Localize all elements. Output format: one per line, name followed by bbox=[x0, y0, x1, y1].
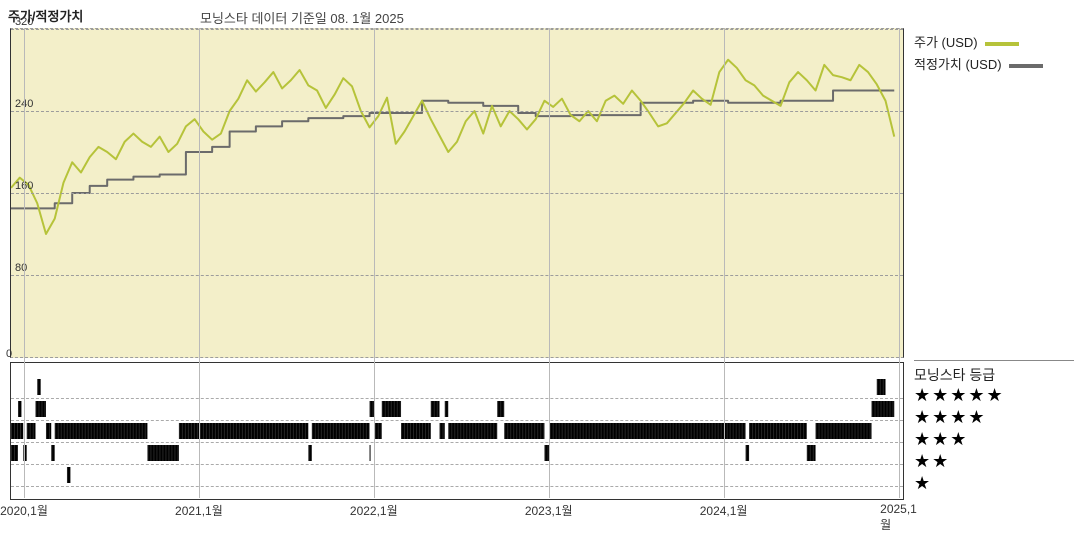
v-gridline bbox=[199, 28, 200, 498]
stars-1: ★ bbox=[914, 472, 1074, 494]
v-gridline bbox=[24, 28, 25, 498]
rating-svg bbox=[11, 363, 903, 499]
stars-3: ★★★ bbox=[914, 428, 1074, 450]
x-tick-label: 2021,1월 bbox=[175, 502, 223, 519]
v-gridline bbox=[549, 28, 550, 498]
legend-price: 주가 (USD) bbox=[914, 32, 1074, 54]
y-tick-label: 320 bbox=[15, 16, 33, 28]
rating-gridline bbox=[11, 442, 903, 443]
v-gridline bbox=[899, 28, 900, 498]
legend-fair-swatch bbox=[1009, 64, 1043, 68]
x-tick-label: 2020,1월 bbox=[0, 502, 48, 519]
x-tick-label: 2025,1월 bbox=[880, 502, 917, 533]
stars-4: ★★★★ bbox=[914, 406, 1074, 428]
chart-subtitle: 모닝스타 데이터 기준일 08. 1월 2025 bbox=[200, 8, 404, 27]
y-tick-label: 80 bbox=[15, 262, 27, 274]
rating-chart bbox=[10, 362, 904, 500]
legend-price-swatch bbox=[985, 42, 1019, 46]
h-gridline: 240 bbox=[11, 111, 903, 112]
legend: 주가 (USD) 적정가치 (USD) bbox=[914, 32, 1074, 76]
rating-gridline bbox=[11, 420, 903, 421]
rating-gridline bbox=[11, 486, 903, 487]
h-gridline: 80 bbox=[11, 275, 903, 276]
y-zero-label: 0 bbox=[6, 348, 12, 360]
stars-5: ★★★★★ bbox=[914, 384, 1074, 406]
v-gridline bbox=[374, 28, 375, 498]
rating-gridline bbox=[11, 398, 903, 399]
v-gridline bbox=[724, 28, 725, 498]
rating-title: 모닝스타 등급 bbox=[914, 360, 1074, 385]
price-chart: 80 160 240 320 bbox=[10, 28, 904, 358]
x-tick-label: 2024,1월 bbox=[700, 502, 748, 519]
legend-fair-label: 적정가치 (USD) bbox=[914, 57, 1002, 72]
rating-gridline bbox=[11, 464, 903, 465]
h-gridline: 320 bbox=[11, 29, 903, 30]
x-tick-label: 2023,1월 bbox=[525, 502, 573, 519]
x-axis-labels: 2020,1월2021,1월2022,1월2023,1월2024,1월2025,… bbox=[10, 502, 902, 522]
star-legend: ★★★★★ ★★★★ ★★★ ★★ ★ bbox=[914, 384, 1074, 494]
stars-2: ★★ bbox=[914, 450, 1074, 472]
x-tick-label: 2022,1월 bbox=[350, 502, 398, 519]
legend-fair: 적정가치 (USD) bbox=[914, 54, 1074, 76]
legend-price-label: 주가 (USD) bbox=[914, 35, 978, 50]
h-gridline: 160 bbox=[11, 193, 903, 194]
